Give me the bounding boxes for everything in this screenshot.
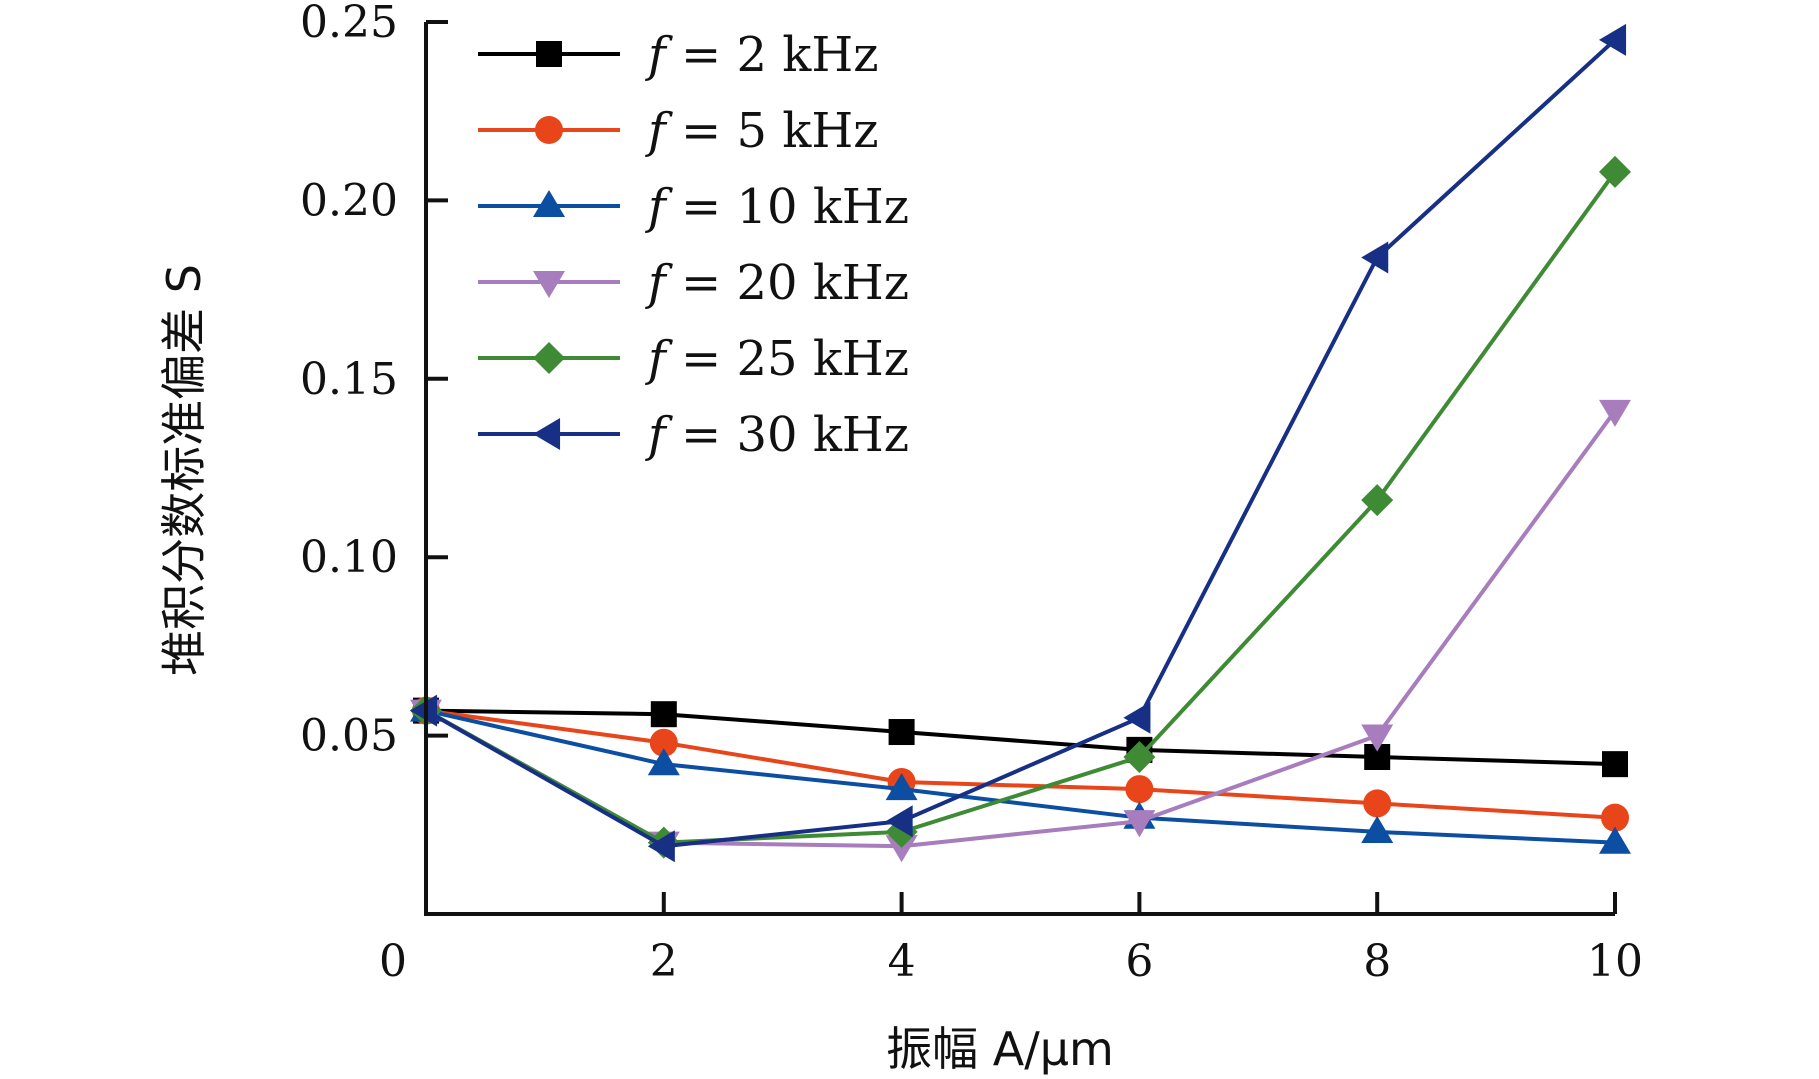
data-point	[888, 719, 915, 746]
legend-item: f = 25 kHz	[478, 331, 909, 387]
legend-rest: = 20 kHz	[666, 255, 909, 311]
series-4	[410, 155, 1631, 859]
data-point	[647, 748, 680, 776]
legend: f = 2 kHz f = 5 kHz f = 10 kHz f = 20 kHz f …	[478, 27, 909, 463]
legend-label: f = 10 kHz	[645, 179, 909, 235]
x-tick-label: 2	[650, 936, 678, 987]
data-point	[1123, 810, 1156, 838]
legend-marker	[533, 418, 561, 450]
legend-rest: = 2 kHz	[666, 27, 879, 83]
data-point	[1123, 741, 1156, 774]
data-point	[650, 701, 677, 728]
data-point	[885, 835, 918, 863]
legend-marker	[533, 190, 565, 218]
legend-marker	[535, 116, 563, 144]
x-axis-title: 振幅 A/μm	[886, 1022, 1114, 1076]
legend-item: f = 2 kHz	[478, 27, 879, 83]
series-line	[425, 708, 1616, 820]
series-5	[410, 23, 1627, 863]
legend-label: f = 20 kHz	[645, 255, 909, 311]
data-point	[1599, 155, 1631, 188]
legend-rest: = 10 kHz	[666, 179, 909, 235]
legend-label: f = 5 kHz	[645, 103, 879, 159]
legend-marker	[533, 270, 565, 298]
series-1	[412, 696, 1629, 832]
data-point	[1361, 241, 1389, 274]
data-point	[1602, 751, 1628, 778]
data-point	[1363, 789, 1392, 818]
series-line	[425, 170, 1617, 845]
legend-rest: = 25 kHz	[666, 331, 909, 387]
data-point	[885, 805, 913, 838]
data-point	[1361, 815, 1394, 843]
data-point	[1361, 484, 1394, 517]
data-point	[1125, 775, 1154, 804]
data-point	[410, 694, 438, 727]
legend-rest: = 30 kHz	[666, 407, 909, 463]
data-point	[885, 773, 918, 801]
y-tick-label: 0.15	[300, 354, 398, 405]
legend-item: f = 5 kHz	[478, 103, 879, 159]
data-point	[649, 728, 678, 757]
series-line	[425, 708, 1616, 767]
y-tick-label: 0.20	[300, 175, 398, 226]
x-ticks: 0 2 4 6 8 10	[379, 892, 1643, 987]
legend-item: f = 10 kHz	[478, 179, 909, 235]
data-point	[647, 830, 675, 863]
data-point	[1599, 399, 1631, 427]
data-point	[1361, 724, 1394, 752]
y-axis-title: 堆积分数标准偏差 S	[157, 264, 211, 676]
series-line	[425, 708, 1616, 845]
legend-marker	[536, 41, 562, 67]
series-line	[425, 38, 1617, 849]
data-point	[1599, 826, 1631, 854]
x-tick-label: 10	[1587, 936, 1643, 987]
data-point	[1599, 23, 1627, 56]
series-line	[425, 409, 1617, 849]
x-tick-label: 4	[888, 936, 916, 987]
x-tick-label: 6	[1125, 936, 1153, 987]
data-point	[1601, 803, 1629, 832]
series-layer	[410, 23, 1631, 863]
legend-rest: = 5 kHz	[666, 103, 879, 159]
plot-area	[410, 23, 1631, 863]
y-tick-label: 0.05	[300, 711, 398, 762]
series-2	[410, 694, 1631, 854]
y-ticks: 0.05 0.10 0.15 0.20 0.25	[300, 0, 448, 762]
legend-item: f = 30 kHz	[478, 407, 909, 463]
legend-label: f = 30 kHz	[645, 407, 909, 463]
x-tick-label: 0	[379, 936, 407, 987]
y-tick-label: 0.10	[300, 532, 398, 583]
legend-item: f = 20 kHz	[478, 255, 909, 311]
series-0	[413, 697, 1628, 778]
x-tick-label: 8	[1363, 936, 1391, 987]
data-point	[1123, 701, 1151, 734]
legend-marker	[533, 342, 565, 374]
legend-label: f = 25 kHz	[645, 331, 909, 387]
legend-label: f = 2 kHz	[645, 27, 879, 83]
y-tick-label: 0.25	[300, 0, 398, 48]
